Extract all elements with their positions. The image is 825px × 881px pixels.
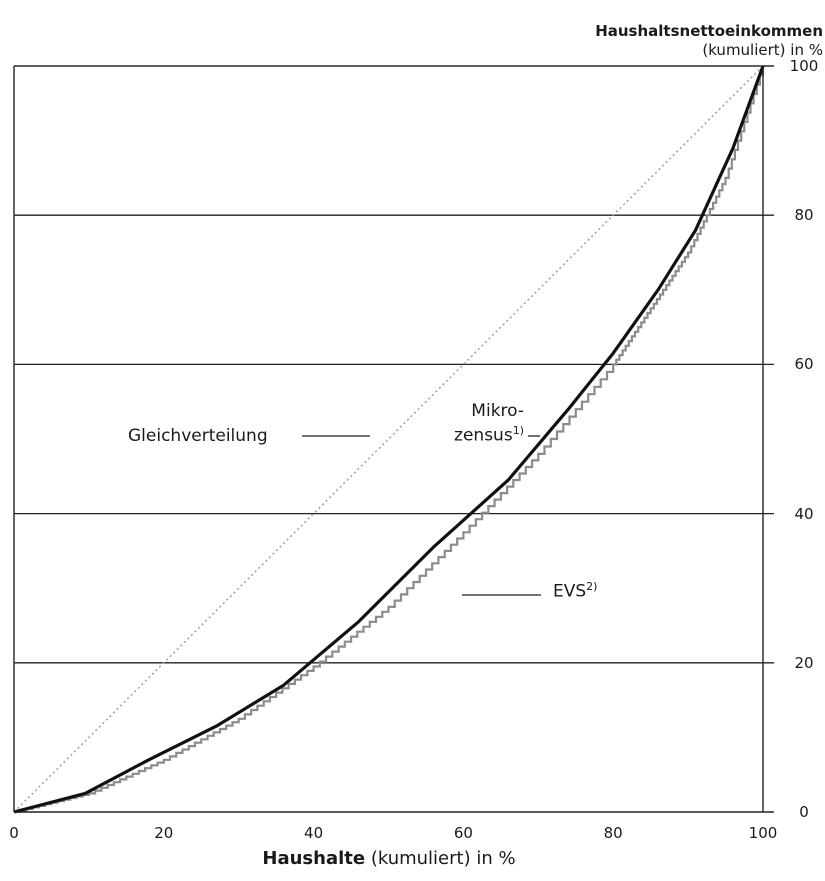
y-tick-label: 40 [794,504,814,523]
y-tick-label: 100 [789,57,819,75]
x-axis-title-rest: (kumuliert) in % [365,848,516,869]
mikrozensus-series [13,65,765,814]
x-tick-label: 20 [154,824,174,842]
evs-series [14,66,765,814]
annotation-mikrozensus: Mikro-zensus1) [452,401,524,446]
y-tick-label: 20 [794,653,814,672]
annotation-leaders [302,435,541,596]
x-axis-title-bold: Haushalte [262,848,366,869]
x-axis-title: Haushalte (kumuliert) in % [0,848,778,869]
gleichverteilung-series [13,65,764,813]
annotation-evs: EVS2) [553,577,597,602]
annotation-evs-label: EVS [553,581,587,602]
evs-line [14,66,765,814]
x-tick-label: 60 [453,824,473,842]
y-tick-label: 80 [794,206,814,225]
x-tick-label: 100 [748,824,778,842]
x-tick-label: 40 [304,824,324,842]
mikrozensus-line [13,65,765,814]
annotation-gleichverteilung: Gleichverteilung [128,426,268,446]
x-tick-label: 0 [9,824,19,842]
plot-frame [13,65,774,813]
annotation-mikro-footnote: 1) [512,424,524,437]
y-tick-label: 0 [799,803,809,821]
grid-lines [14,65,774,664]
annotation-mikro-line1: Mikro- [471,401,524,421]
y-axis-title: Haushaltsnettoeinkommen [595,22,823,40]
annotation-mikro-line2: zensus [454,425,513,446]
x-tick-label: 80 [603,824,623,842]
y-tick-label: 60 [794,355,814,374]
y-axis-subtitle: (kumuliert) in % [702,41,823,59]
annotation-evs-footnote: 2) [586,580,598,593]
gleichverteilung-line [13,65,764,813]
